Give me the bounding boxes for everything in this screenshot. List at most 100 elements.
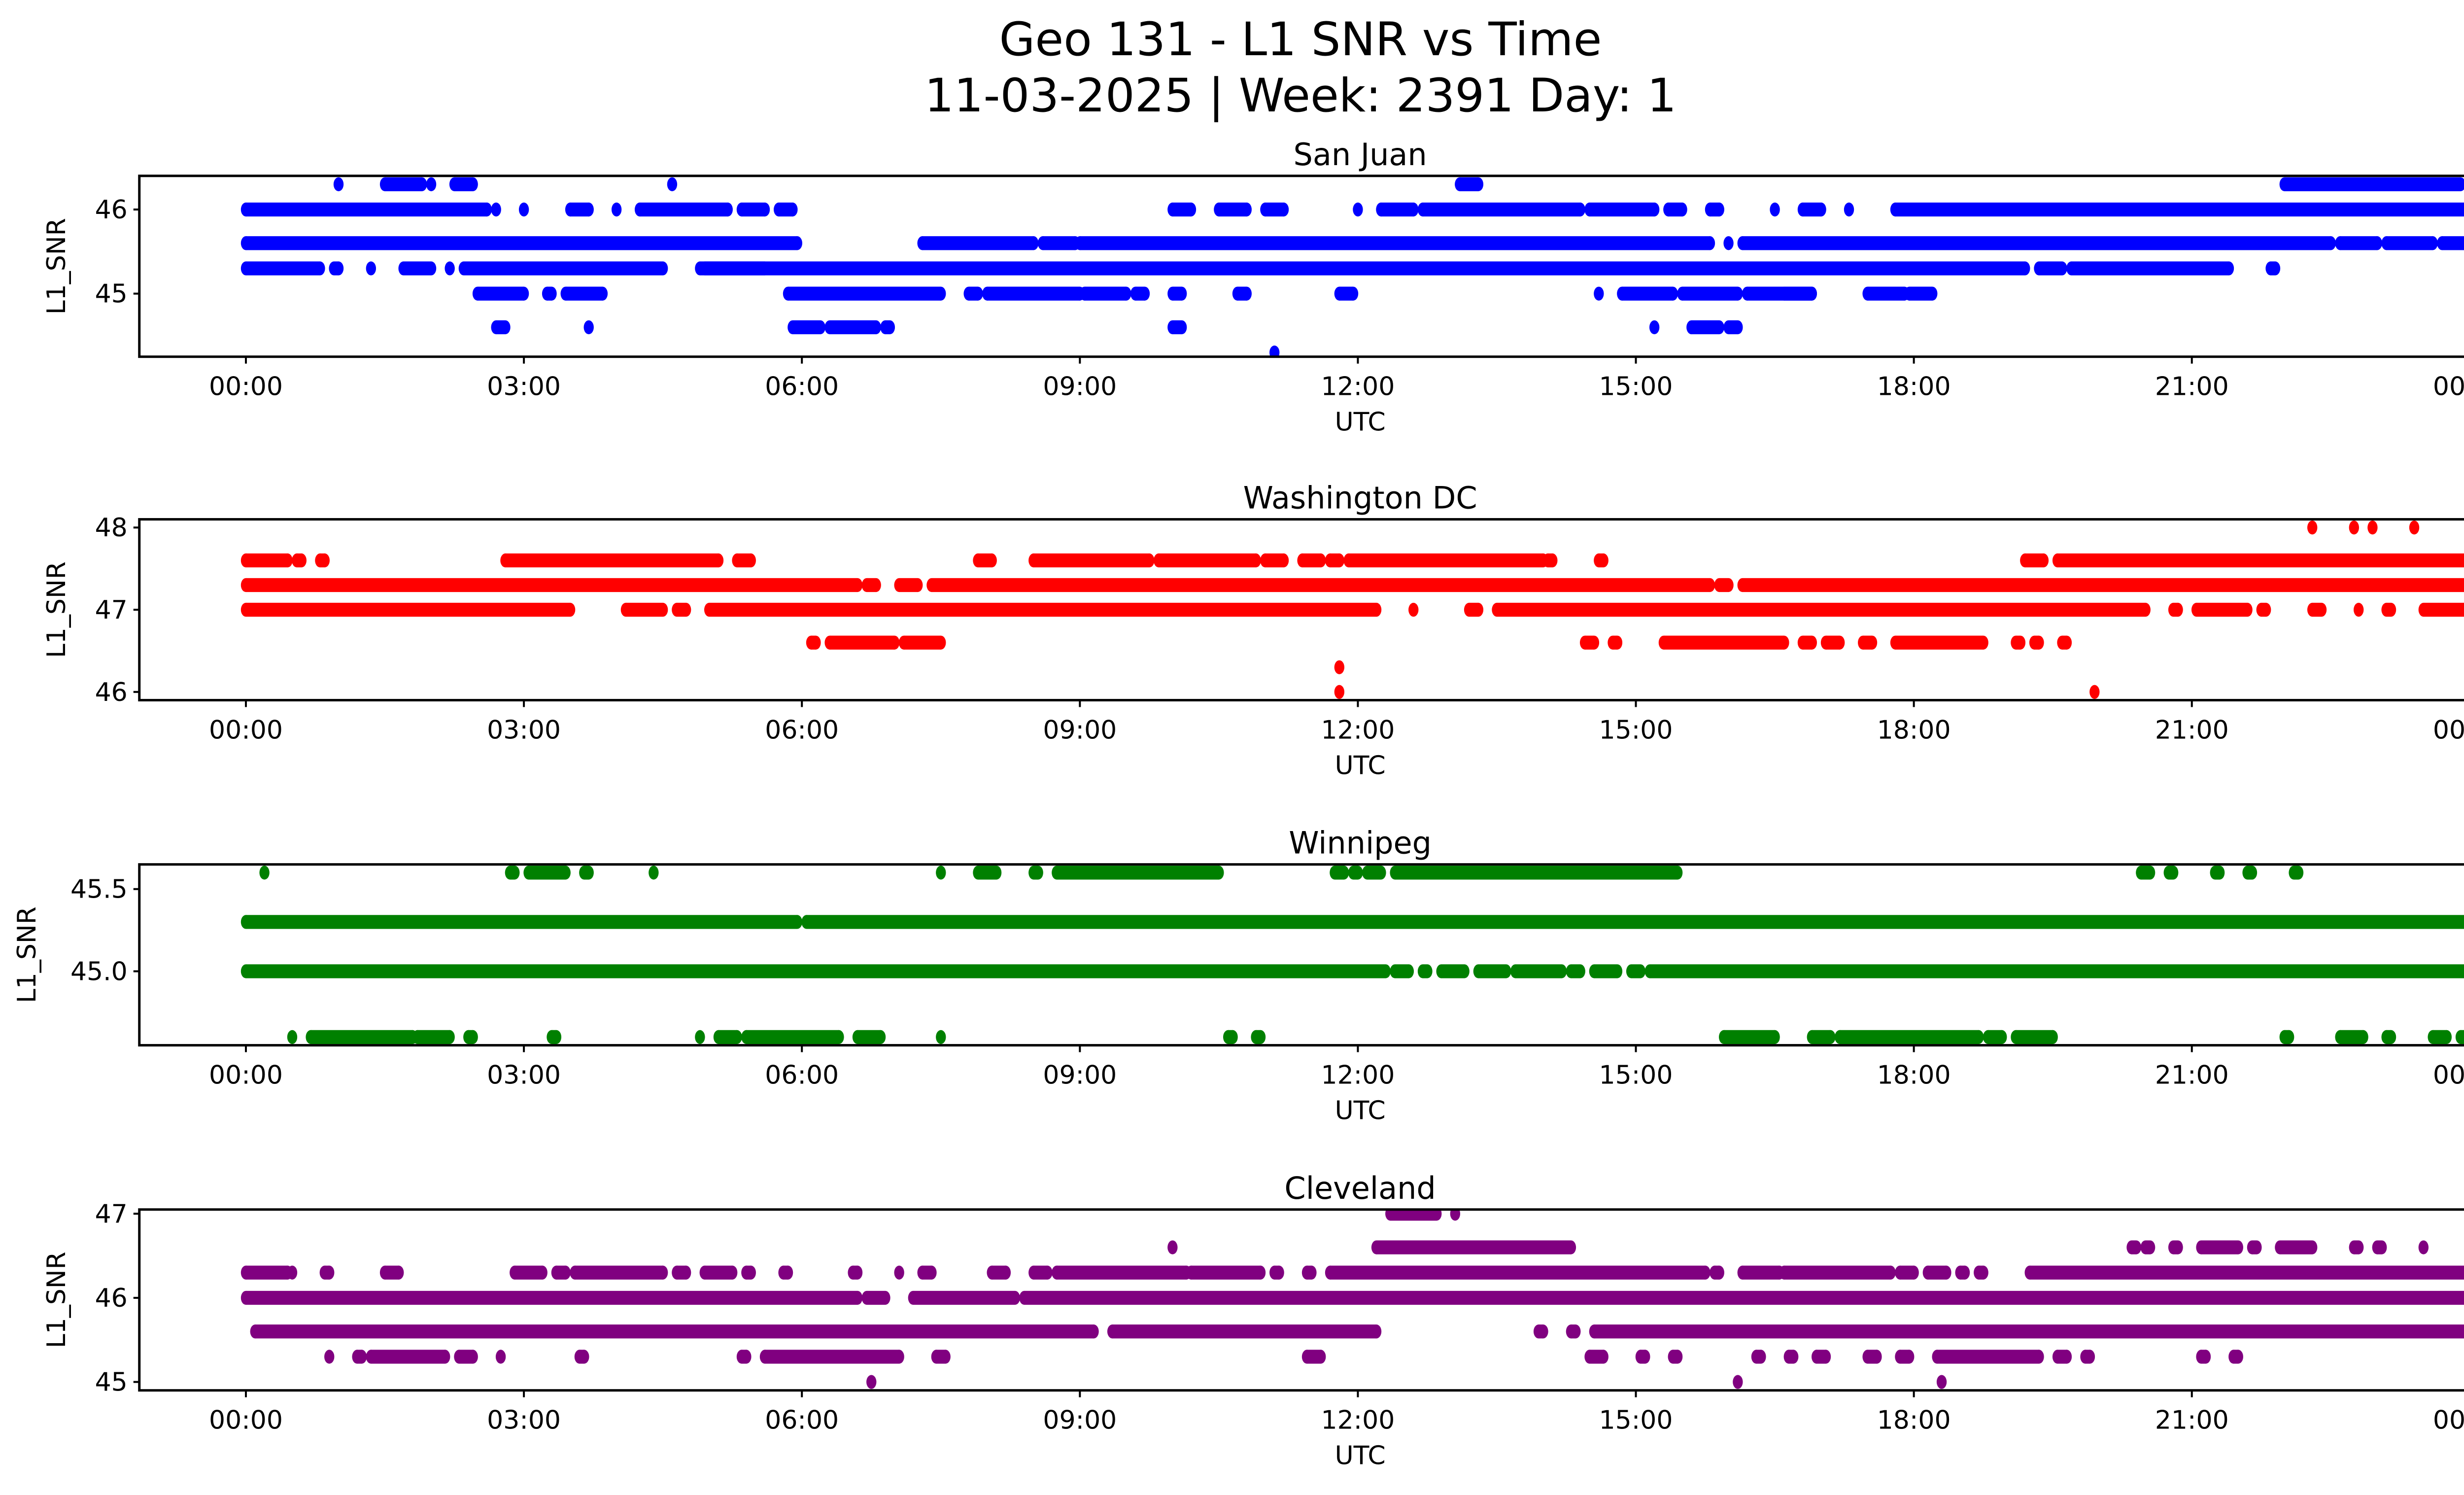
data-point [2034,261,2044,276]
data-point-run [1515,964,1562,978]
x-axis-label: UTC [1335,1441,1386,1471]
data-point [940,1350,951,1364]
data-point [1700,1265,1711,1280]
data-point [2367,521,2378,535]
data-point [1872,1350,1882,1364]
data-point [2034,1350,2044,1364]
data-point [1371,1240,1382,1254]
data-point [1566,964,1576,978]
data-point [620,602,631,617]
data-point-run [904,635,941,650]
data-point [1644,964,1655,978]
data-point [1241,202,1252,217]
data-point [1459,964,1470,978]
series-points [240,1209,2464,1389]
data-point [1997,1030,2007,1044]
data-point [1464,602,1474,617]
data-point [936,286,946,301]
data-point [894,1265,904,1280]
data-point [2316,602,2327,617]
y-tick-label: 47 [95,595,128,625]
data-point [1807,1030,1817,1044]
data-point [454,1350,464,1364]
data-point [324,1265,335,1280]
data-point [1010,1290,1020,1305]
data-point [565,602,576,617]
data-point [1153,553,1164,568]
data-point [852,578,863,592]
data-point-run [1682,286,1738,301]
data-point [1079,286,1090,301]
data-point [1723,320,1734,335]
data-point [2270,261,2281,276]
data-point [1176,320,1187,335]
x-tick-label: 09:00 [1043,1061,1117,1090]
data-point [2168,866,2179,880]
data-point [240,202,251,217]
data-point [908,1290,919,1305]
data-point-run [245,915,797,929]
x-tick-label: 00:00 [209,1061,283,1090]
data-point-run [1033,553,1150,568]
data-point [1436,964,1446,978]
x-axis-label: UTC [1335,751,1386,780]
data-point [982,286,992,301]
data-point-run [1589,202,1655,217]
data-point [1807,286,1817,301]
data-point [1867,635,1878,650]
data-point-run [1742,236,2331,250]
data-point [1019,1290,1029,1305]
data-point [746,1265,756,1280]
data-point [722,202,733,217]
data-point [1640,1350,1650,1364]
data-point [1028,1265,1039,1280]
data-point [634,202,645,217]
x-tick-label: 12:00 [1321,1061,1395,1090]
data-point [741,1030,752,1044]
data-point [913,578,923,592]
data-point [1733,320,1743,335]
panel-title: Washington DC [1243,480,1477,516]
data-point [880,1290,890,1305]
data-point-run [1497,602,2146,617]
data-point-run [2284,177,2461,191]
data-point-run [1423,202,1580,217]
data-point [449,177,460,191]
data-point-run [1112,1324,1377,1339]
data-point [1617,286,1627,301]
data-point [1075,236,1085,250]
data-point [2052,1350,2063,1364]
data-point [1566,1240,1576,1254]
data-point [1556,964,1567,978]
data-point [1473,602,1484,617]
data-point [1107,1324,1118,1339]
x-tick-label: 12:00 [1321,372,1395,402]
series-points [240,521,2464,699]
data-point [1895,1350,1905,1364]
data-point [2307,521,2318,535]
data-point [1353,866,1363,880]
data-point [1672,1350,1683,1364]
x-tick-label: 12:00 [1321,715,1395,745]
data-point [936,866,946,880]
data-point [1575,202,1585,217]
data-point [1705,236,1715,250]
x-tick-label: 06:00 [765,1406,839,1435]
data-point [1714,320,1724,335]
data-point [597,286,608,301]
data-point [1649,320,1660,335]
data-point [315,261,325,276]
data-point-run [2340,236,2377,250]
data-point [1658,635,1669,650]
data-point [1028,553,1039,568]
x-tick-label: 15:00 [1599,372,1673,402]
y-tick-label: 45 [95,279,128,309]
data-point [1297,553,1307,568]
data-point-run [806,915,2464,929]
data-point [500,320,511,335]
data-point-run [505,553,719,568]
data-point [1385,1209,1396,1221]
data-point [815,320,825,335]
data-point-run [1622,286,1673,301]
x-axis-label: UTC [1335,408,1386,437]
